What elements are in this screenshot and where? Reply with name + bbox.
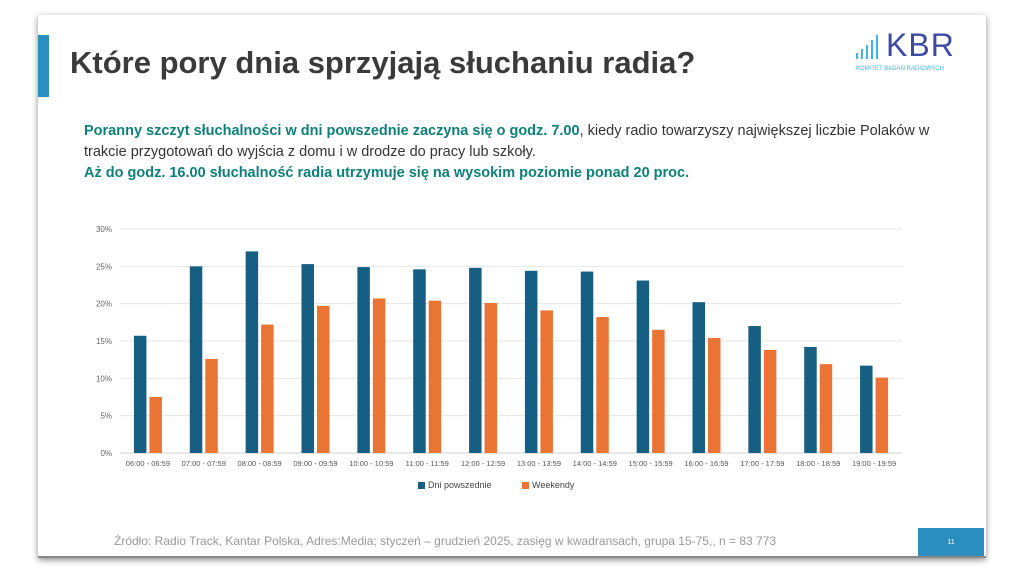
bar-weekends [428,300,442,453]
page-number: 11 [918,528,984,556]
y-tick-label: 15% [96,337,112,346]
bar-weekdays [804,346,817,453]
x-tick-label: 19:00 - 19:59 [852,459,896,468]
intro-text: Poranny szczyt słuchalności w dni powsze… [84,121,954,184]
intro-highlight-2: Aż do godz. 16.00 słuchalność radia utrz… [84,165,690,181]
bar-weekdays [301,264,314,453]
bar-weekdays [245,251,259,453]
x-tick-label: 10:00 - 10:59 [349,459,393,468]
y-tick-label: 30% [96,225,112,234]
bar-weekends [652,329,665,453]
kbr-logo: KBR KOMITET BADAŃ RADIOWYCH [856,27,968,75]
bar-weekdays [469,267,482,453]
bar-weekdays [692,302,705,453]
bar-weekdays [748,326,761,453]
x-tick-label: 08:00 - 08:59 [238,459,282,468]
y-tick-label: 20% [96,300,112,309]
legend-label: Weekendy [532,480,575,490]
x-tick-label: 15:00 - 15:59 [629,459,673,468]
bar-weekends [484,302,498,453]
x-tick-label: 13:00 - 13:59 [517,459,561,468]
slide-title: Które pory dnia sprzyjają słuchaniu radi… [70,45,696,80]
legend-label: Dni powszednie [428,480,492,490]
x-tick-label: 12:00 - 12:59 [461,459,505,468]
bar-weekends [875,377,889,453]
logo-subtitle: KOMITET BADAŃ RADIOWYCH [856,66,944,72]
source-note: Źródło: Radio Track, Kantar Polska, Adre… [114,534,777,548]
bar-weekdays [636,280,650,453]
x-tick-label: 07:00 - 07:59 [182,459,226,468]
title-accent-bar [38,35,49,97]
x-tick-label: 09:00 - 09:59 [293,459,337,468]
bar-weekends [819,364,833,453]
intro-rest-1: , kiedy radio towarzyszy największej lic… [84,123,930,160]
intro-highlight-1: Poranny szczyt słuchalności w dni powsze… [84,123,580,139]
bar-weekends [149,397,162,453]
legend-swatch [418,482,425,489]
logo-text: KBR [886,27,955,63]
bar-weekends [372,298,386,453]
bar-weekends [317,305,330,453]
y-tick-label: 0% [100,449,112,458]
bar-weekends [708,338,721,453]
y-tick-label: 5% [100,412,112,421]
signal-bars-icon [856,35,878,59]
y-tick-label: 25% [96,262,112,271]
bar-weekdays [133,335,147,453]
x-tick-label: 06:00 - 06:59 [126,459,170,468]
x-tick-label: 14:00 - 14:59 [573,459,617,468]
bar-weekends [261,324,274,453]
x-tick-label: 18:00 - 18:59 [796,459,840,468]
bar-weekends [540,310,553,453]
bar-weekends [205,358,218,453]
bar-weekdays [413,269,426,453]
y-tick-label: 10% [96,374,112,383]
bar-weekdays [580,271,594,453]
legend-swatch [522,482,529,489]
bar-weekdays [524,270,538,453]
bar-weekends [763,349,777,453]
x-tick-label: 11:00 - 11:59 [406,459,449,468]
x-tick-label: 17:00 - 17:59 [740,459,784,468]
bar-weekdays [860,365,873,453]
bottom-divider [38,556,986,558]
bar-weekdays [189,266,203,453]
bar-weekends [596,317,609,453]
x-tick-label: 16:00 - 16:59 [684,459,728,468]
bar-weekdays [357,267,370,453]
